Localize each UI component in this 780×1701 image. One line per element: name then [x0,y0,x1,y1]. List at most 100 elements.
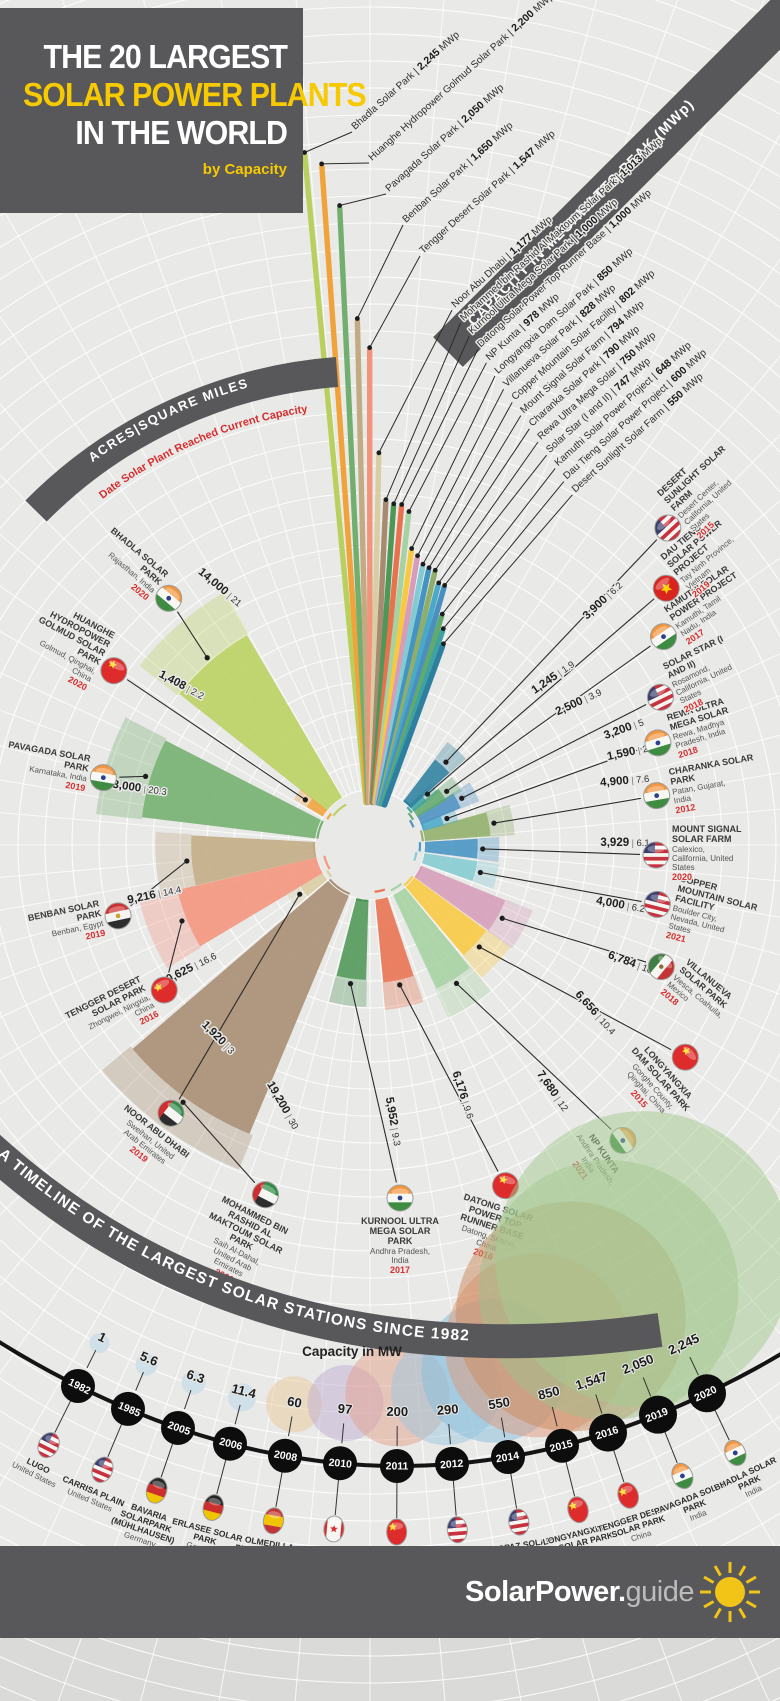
capacity-bubble-1985 [135,1353,158,1376]
flag-icon-uae [247,1177,283,1213]
leader-line-15 [446,747,644,820]
area-wedge-ext-7 [328,975,367,1007]
fan-line-10 [411,375,496,549]
capacity-bar-18 [380,628,446,808]
area-wedge-ext-5 [286,886,308,907]
area-wedge-ext-3 [155,831,197,896]
leader-line-3 [130,860,188,907]
timeline-value-2014: 550 [487,1394,511,1412]
flag-icon-india [668,1460,697,1492]
timeline-dot-2011 [380,1448,414,1483]
leader-line-7 [349,983,397,1183]
area-wedge-13 [424,838,478,859]
leader-line-19 [445,539,658,763]
fan-line-6 [385,323,462,500]
sun-ray [745,1575,757,1584]
callout-name-7: KURNOOL ULTRA [361,1216,439,1226]
area-wedge-3 [191,835,317,886]
leader-line-11 [502,917,647,963]
flag-icon-india [88,762,119,793]
leader-line-18 [427,598,655,795]
timeline-banner-band [0,1134,663,1359]
leader-dot-15 [444,815,450,822]
area-wedge-1 [306,798,328,817]
area-value-17: 2,500 | 3.9 [554,686,604,718]
flag-icon-usa [446,1515,469,1544]
callout-year-7: 2017 [390,1265,410,1275]
capacity-bar-15 [378,582,441,807]
title-line-3: IN THE WORLD [75,114,288,151]
callout-location-13: Calexico, [672,845,705,854]
sun-icon [698,1560,762,1624]
value-tick-2012 [448,1424,451,1445]
timeline-year-2014: 2014 [495,1450,520,1466]
value-tick-2014 [500,1417,506,1438]
timeline-dot-2016 [589,1413,627,1452]
leader-line-5 [178,893,301,1100]
leader-dot-7 [347,981,354,987]
fan-line-7 [393,336,470,505]
area-wedge-11 [414,865,506,931]
area-wedge-4 [177,857,323,947]
leader-dot-0 [204,655,210,661]
capacity-bar-8 [371,504,405,806]
area-wedge-ext-2 [96,717,167,820]
leader-line-1 [126,679,306,801]
area-wedge-8 [375,897,414,983]
sun-ray [713,1607,722,1619]
capacity-bubble-1982 [89,1333,110,1354]
ring-tick-0 [332,803,347,817]
flag-icon-egypt [102,900,134,932]
ring-tick-14 [419,830,424,842]
capacity-bubble-2006 [228,1383,257,1412]
footer-bar: SolarPower.guide [0,1546,780,1638]
value-tick-2006 [234,1404,241,1425]
sun-ray [703,1600,715,1609]
brand-light: guide [625,1575,695,1608]
leader-line-4 [167,920,183,975]
callout-name-13: MOUNT SIGNAL [672,824,742,834]
flag-icon-india [386,1184,414,1212]
leader-line-16 [461,704,647,799]
leader-line-6 [182,1101,256,1184]
ring-tick-17 [407,812,415,821]
fan-label-1: Huanghe Hydropower Golmud Solar Park | 2… [366,0,556,163]
leader-dot-2 [142,773,149,779]
value-tick-2020 [689,1356,699,1376]
fan-dot-15 [436,580,442,586]
sun-ray [738,1607,747,1619]
title-line-2: SOLAR POWER PLANTS [22,76,367,113]
fan-dot-6 [383,497,389,503]
title-line-1: THE 20 LARGEST [43,38,287,75]
fan-dot-14 [432,567,438,573]
capacity-bar-13 [376,567,432,806]
leader-line-12 [480,871,642,903]
leader-line-2 [119,775,146,778]
value-tick-2008 [288,1416,293,1437]
sun-ray [713,1565,722,1577]
fan-dot-4 [367,345,373,351]
fan-dot-18 [440,626,446,632]
capacity-bar-2 [337,205,371,806]
timeline-dot-2008 [268,1438,302,1473]
bottom-strip [0,1638,780,1701]
area-wedge-17 [412,788,447,818]
ring-tick-2 [316,820,324,839]
fan-dot-2 [337,203,343,208]
fan-line-8 [401,349,479,505]
fan-line-12 [422,402,513,565]
fan-line-2 [339,193,387,207]
timeline-dot-1982 [61,1368,95,1403]
capacity-bar-9 [372,511,412,806]
timeline-dot-2006 [213,1426,247,1461]
leader-dot-18 [424,791,431,797]
ring-tick-12 [413,851,418,861]
leader-dot-14 [491,820,497,826]
leader-dot-6 [180,1099,186,1105]
leader-line-9 [456,983,612,1130]
area-wedge-ext-4 [138,888,201,969]
timeline-value-2012: 290 [436,1401,459,1418]
